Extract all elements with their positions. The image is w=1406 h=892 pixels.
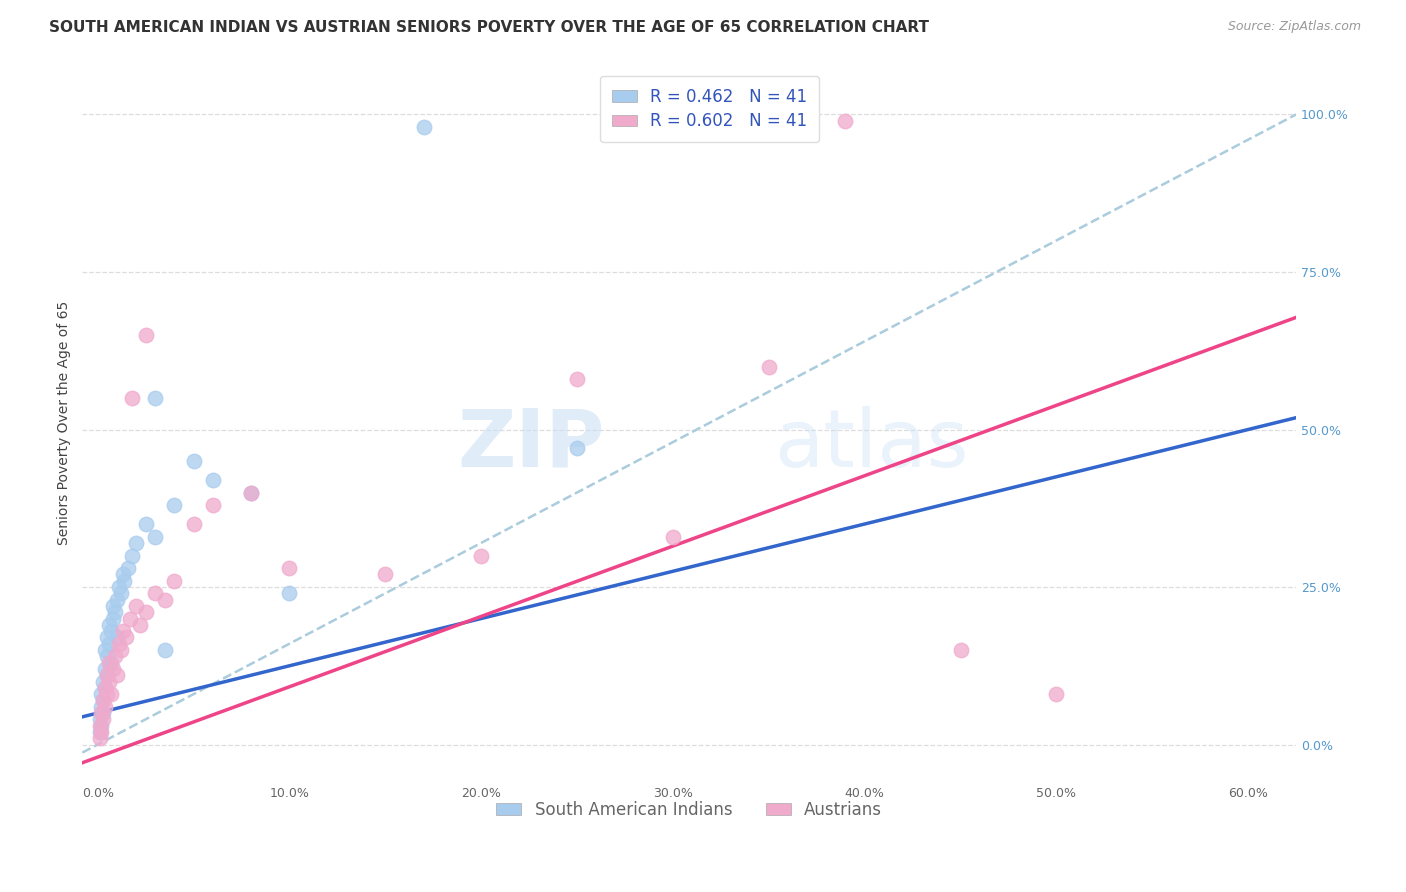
Text: atlas: atlas [775, 406, 969, 483]
Point [101, 599, 124, 613]
Point [94, 643, 117, 657]
Point [117, 561, 139, 575]
Point [834, 113, 856, 128]
Point [90, 699, 112, 714]
Point [105, 631, 128, 645]
Point [101, 611, 124, 625]
Point [183, 516, 205, 531]
Text: SOUTH AMERICAN INDIAN VS AUSTRIAN SENIORS POVERTY OVER THE AGE OF 65 CORRELATION: SOUTH AMERICAN INDIAN VS AUSTRIAN SENIOR… [49, 20, 929, 35]
Legend: South American Indians, Austrians: South American Indians, Austrians [489, 795, 889, 826]
Point [90, 719, 112, 733]
Point [183, 454, 205, 468]
Point [100, 624, 122, 639]
Point [111, 624, 134, 639]
Point [110, 643, 132, 657]
Point [121, 549, 143, 563]
Point [94, 662, 117, 676]
Point [96, 687, 118, 701]
Point [278, 586, 301, 600]
Point [163, 498, 186, 512]
Point [89, 712, 111, 726]
Point [412, 120, 434, 134]
Point [93, 674, 115, 689]
Point [98, 637, 121, 651]
Point [125, 536, 148, 550]
Point [135, 605, 157, 619]
Point [115, 631, 138, 645]
Point [201, 498, 224, 512]
Point [105, 668, 128, 682]
Point [470, 549, 492, 563]
Point [104, 605, 127, 619]
Point [93, 712, 115, 726]
Point [120, 611, 142, 625]
Point [96, 668, 118, 682]
Point [125, 599, 148, 613]
Point [98, 674, 121, 689]
Point [135, 328, 157, 343]
Point [90, 687, 112, 701]
Point [128, 617, 150, 632]
Point [278, 561, 301, 575]
Point [94, 681, 117, 695]
Point [135, 516, 157, 531]
Point [758, 359, 780, 374]
Point [96, 668, 118, 682]
Point [98, 656, 121, 670]
Point [89, 719, 111, 733]
Point [143, 391, 166, 405]
Text: ZIP: ZIP [457, 406, 605, 483]
Point [143, 586, 166, 600]
Point [104, 649, 127, 664]
Point [98, 617, 121, 632]
Point [201, 473, 224, 487]
Point [93, 693, 115, 707]
Point [110, 586, 132, 600]
Point [143, 530, 166, 544]
Y-axis label: Seniors Poverty Over the Age of 65: Seniors Poverty Over the Age of 65 [58, 301, 72, 545]
Point [949, 643, 972, 657]
Point [100, 656, 122, 670]
Point [1045, 687, 1067, 701]
Point [90, 725, 112, 739]
Point [90, 706, 112, 720]
Point [240, 485, 263, 500]
Point [153, 592, 176, 607]
Point [94, 699, 117, 714]
Point [240, 485, 263, 500]
Point [96, 631, 118, 645]
Point [96, 649, 118, 664]
Point [565, 372, 588, 386]
Point [565, 442, 588, 456]
Point [101, 662, 124, 676]
Point [89, 725, 111, 739]
Point [107, 580, 129, 594]
Point [111, 567, 134, 582]
Point [93, 693, 115, 707]
Point [107, 637, 129, 651]
Point [93, 706, 115, 720]
Point [100, 687, 122, 701]
Point [374, 567, 396, 582]
Point [153, 643, 176, 657]
Point [662, 530, 685, 544]
Point [105, 592, 128, 607]
Point [114, 574, 136, 588]
Point [94, 681, 117, 695]
Text: Source: ZipAtlas.com: Source: ZipAtlas.com [1227, 20, 1361, 33]
Point [89, 731, 111, 746]
Point [163, 574, 186, 588]
Point [121, 391, 143, 405]
